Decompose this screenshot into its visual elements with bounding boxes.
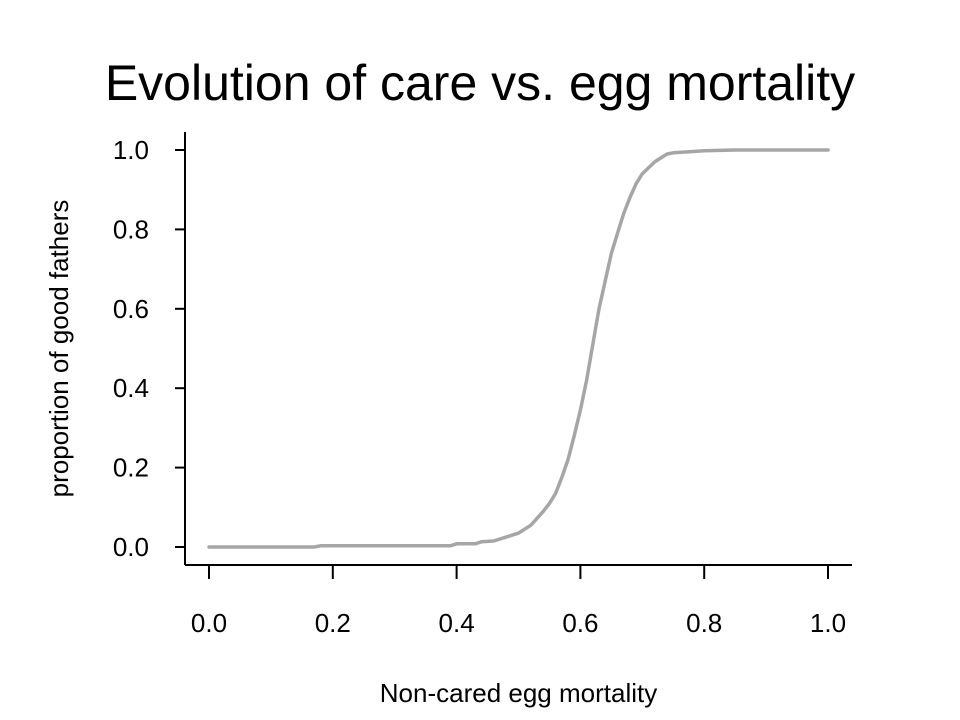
y-tick-label: 1.0: [113, 135, 149, 165]
y-tick-label: 0.8: [113, 214, 149, 244]
y-tick-label: 0.4: [113, 373, 149, 403]
series-line: [207, 148, 830, 549]
slide-title: Evolution of care vs. egg mortality: [104, 55, 856, 111]
y-tick-label: 0.0: [113, 532, 149, 562]
x-axis-label: Non-cared egg mortality: [380, 678, 657, 708]
x-axis: 0.0 0.2 0.4 0.6 0.8 1.0: [185, 564, 852, 638]
x-tick-label: 0.4: [439, 608, 475, 638]
x-tick-label: 0.8: [686, 608, 722, 638]
x-tick-label: 0.2: [315, 608, 351, 638]
y-axis: 0.0 0.2 0.4 0.6 0.8 1.0: [113, 132, 186, 565]
y-axis-label: proportion of good fathers: [44, 200, 74, 498]
y-tick-label: 0.2: [113, 453, 149, 483]
x-tick-label: 0.0: [191, 608, 227, 638]
y-tick-label: 0.6: [113, 294, 149, 324]
x-tick-label: 0.6: [562, 608, 598, 638]
x-tick-label: 1.0: [810, 608, 846, 638]
